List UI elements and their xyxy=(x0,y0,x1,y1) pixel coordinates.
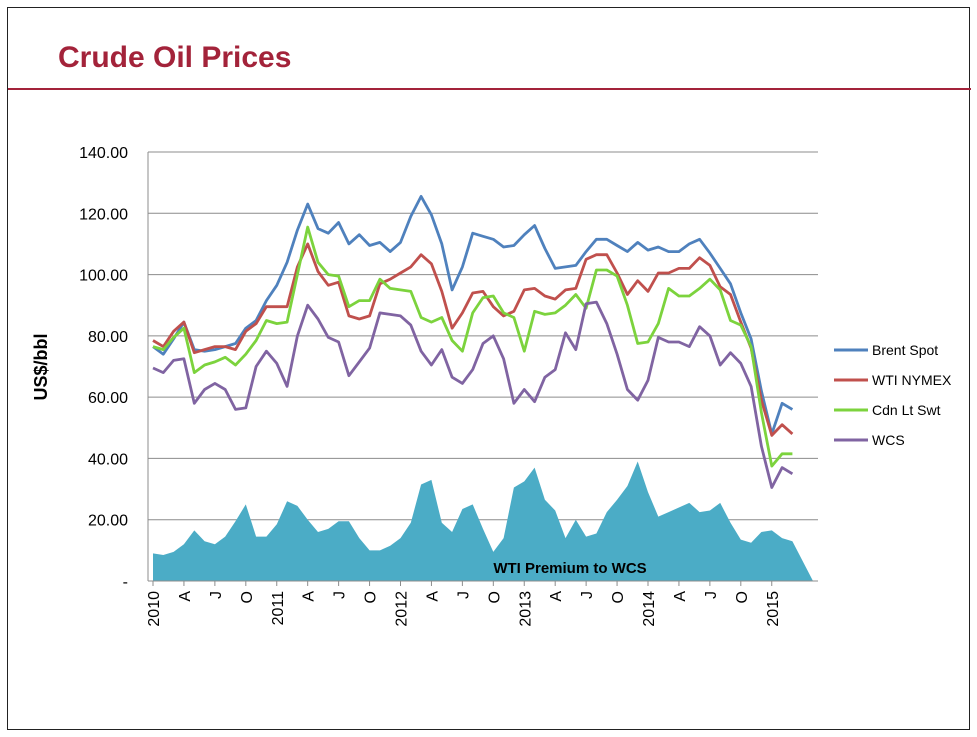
price-lines-layer xyxy=(152,194,794,489)
x-tick-label: J xyxy=(579,591,596,599)
premium-area-layer xyxy=(153,461,813,581)
y-tick-label: - xyxy=(123,574,128,591)
x-tick-label: O xyxy=(610,591,627,603)
x-tick-label: O xyxy=(486,591,503,603)
x-tick-label: 2012 xyxy=(394,591,411,627)
x-tick-label: A xyxy=(424,591,441,602)
y-tick-label: 100.00 xyxy=(79,268,128,285)
series-line xyxy=(152,242,794,437)
x-tick-label: 2013 xyxy=(517,591,534,627)
y-tick-label: 40.00 xyxy=(88,451,128,468)
slide-title: Crude Oil Prices xyxy=(58,41,292,74)
x-tick-label: J xyxy=(332,591,349,599)
series-area xyxy=(153,461,813,581)
x-tick-label: A xyxy=(177,591,194,602)
x-tick-label: 2014 xyxy=(641,591,658,627)
gridlines xyxy=(148,151,818,521)
legend-label: WCS xyxy=(872,432,905,448)
x-tick-label: O xyxy=(363,591,380,603)
x-tick-label: J xyxy=(208,591,225,599)
x-tick-label: O xyxy=(239,591,256,603)
y-tick-label: 120.00 xyxy=(79,206,128,223)
x-tick-label: A xyxy=(301,591,318,602)
legend: Brent Spot WTI NYMEX Cdn Lt Swt WCS xyxy=(834,342,952,448)
series-line xyxy=(152,194,794,436)
x-tick-label: J xyxy=(455,591,472,599)
legend-label: WTI NYMEX xyxy=(872,372,952,388)
series-line xyxy=(152,225,793,468)
x-tick-label: 2010 xyxy=(146,591,163,627)
x-tick-label: O xyxy=(734,591,751,603)
y-axis-label: US$/bbl xyxy=(31,333,51,400)
x-tick-label: 2011 xyxy=(270,591,287,626)
axes: - 20.00 40.00 60.00 80.00 100.00 120.00 140.00 2… xyxy=(79,145,818,627)
x-tick-label: A xyxy=(548,591,565,602)
x-tick-label: J xyxy=(703,591,720,599)
y-tick-label: 140.00 xyxy=(79,145,128,162)
y-tick-label: 20.00 xyxy=(88,513,128,530)
legend-label: Brent Spot xyxy=(872,342,938,358)
premium-annotation: WTI Premium to WCS xyxy=(493,560,646,577)
legend-label: Cdn Lt Swt xyxy=(872,402,941,418)
series-line xyxy=(152,300,794,489)
y-tick-label: 80.00 xyxy=(88,329,128,346)
title-divider xyxy=(8,88,971,90)
x-tick-label: A xyxy=(672,591,689,602)
y-tick-label: 60.00 xyxy=(88,390,128,407)
x-tick-label: 2015 xyxy=(765,591,782,627)
